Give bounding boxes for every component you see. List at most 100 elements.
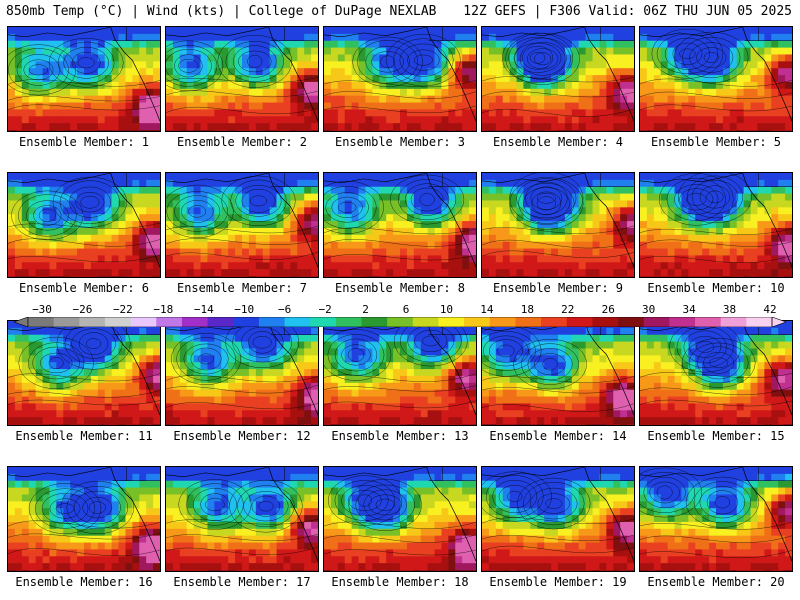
contour-line bbox=[523, 187, 570, 220]
ensemble-panel bbox=[165, 172, 319, 278]
member-caption: Ensemble Member: 3 bbox=[334, 135, 466, 149]
contour-line bbox=[482, 76, 634, 83]
political-border bbox=[270, 27, 318, 41]
contour-line bbox=[514, 37, 571, 80]
contour-line bbox=[492, 479, 538, 514]
contour-line bbox=[258, 500, 274, 512]
colorbar-swatch bbox=[746, 317, 773, 327]
contour-line bbox=[166, 519, 318, 525]
contour-line bbox=[508, 36, 567, 79]
colorbar-swatch bbox=[438, 317, 465, 327]
contour-line bbox=[68, 186, 111, 218]
contour-line bbox=[166, 402, 318, 410]
political-border bbox=[744, 467, 792, 481]
contour-line bbox=[482, 376, 634, 383]
contour-line bbox=[247, 54, 263, 68]
contour-line bbox=[18, 194, 77, 237]
contour-line bbox=[166, 90, 318, 98]
contour-line bbox=[73, 490, 121, 525]
coastline bbox=[268, 173, 318, 268]
contour-line bbox=[324, 91, 476, 99]
contour-line bbox=[482, 239, 634, 249]
contour-line bbox=[71, 51, 101, 74]
contour-line bbox=[32, 346, 80, 380]
colorbar-swatch bbox=[464, 317, 491, 327]
contour-line bbox=[375, 498, 395, 512]
colorbar-tick-label: 14 bbox=[480, 303, 494, 316]
contour-line bbox=[688, 342, 749, 384]
contour-line bbox=[190, 347, 222, 371]
contour-line bbox=[534, 52, 552, 66]
contour-line bbox=[178, 479, 252, 530]
contour-line bbox=[482, 403, 634, 412]
contour-line bbox=[11, 190, 84, 241]
contour-line bbox=[651, 28, 724, 79]
contour-line bbox=[59, 180, 120, 224]
contour-line bbox=[225, 321, 300, 368]
contour-line bbox=[640, 399, 792, 407]
contour-line bbox=[324, 329, 392, 381]
contour-line bbox=[166, 533, 318, 541]
coastline bbox=[268, 467, 318, 562]
contour-line bbox=[80, 195, 100, 209]
contour-line bbox=[8, 548, 160, 557]
member-caption: Ensemble Member: 15 bbox=[647, 429, 785, 443]
coastline bbox=[482, 173, 585, 184]
contour-line bbox=[23, 59, 54, 81]
contour-line bbox=[516, 178, 577, 219]
contour-line bbox=[414, 329, 448, 353]
contour-line bbox=[422, 335, 440, 347]
contour-line bbox=[640, 535, 792, 543]
contour-line bbox=[699, 185, 731, 209]
member-caption: Ensemble Member: 10 bbox=[647, 281, 785, 295]
contour-line bbox=[482, 91, 634, 98]
ensemble-panel bbox=[639, 172, 793, 278]
colorbar-swatch bbox=[515, 317, 542, 327]
contour-line bbox=[78, 332, 109, 355]
contour-line bbox=[640, 78, 792, 87]
contour-line bbox=[171, 332, 242, 385]
contour-line bbox=[52, 176, 128, 228]
contour-line bbox=[60, 480, 135, 535]
contour-line bbox=[166, 48, 212, 83]
map-title: 850mb Temp (°C) | Wind (kts) | College o… bbox=[6, 4, 437, 19]
ensemble-panel bbox=[165, 320, 319, 426]
member-caption: Ensemble Member: 6 bbox=[18, 281, 150, 295]
coastline bbox=[640, 467, 743, 478]
contour-line bbox=[8, 399, 160, 406]
contour-line bbox=[18, 336, 94, 390]
contour-line bbox=[530, 186, 563, 210]
contour-line bbox=[407, 49, 440, 71]
colorbar-swatch bbox=[669, 317, 696, 327]
contour-line bbox=[482, 386, 634, 394]
coastline bbox=[426, 173, 476, 268]
coastline bbox=[166, 467, 269, 478]
coastline bbox=[166, 27, 269, 38]
ensemble-panel bbox=[481, 320, 635, 426]
contour-line bbox=[640, 228, 792, 235]
political-border bbox=[428, 27, 476, 41]
colorbar-tick-label: −30 bbox=[32, 303, 52, 316]
coastline bbox=[426, 467, 476, 562]
contour-line bbox=[703, 352, 735, 374]
coastline bbox=[742, 321, 792, 416]
member-caption: Ensemble Member: 12 bbox=[173, 429, 311, 443]
contour-line bbox=[398, 178, 457, 221]
contour-line bbox=[640, 239, 792, 247]
contour-line bbox=[334, 338, 378, 372]
member-caption: Ensemble Member: 17 bbox=[173, 575, 311, 589]
contour-line bbox=[399, 43, 448, 77]
coastline bbox=[110, 321, 160, 416]
contour-line bbox=[324, 373, 476, 382]
contour-line bbox=[691, 180, 739, 214]
contour-line bbox=[347, 348, 365, 362]
colorbar-swatch bbox=[310, 317, 337, 327]
coastline bbox=[640, 27, 743, 38]
contour-line bbox=[237, 485, 295, 528]
coastline bbox=[268, 27, 318, 122]
ensemble-panel bbox=[323, 26, 477, 132]
colorbar-tick-label: 2 bbox=[362, 303, 369, 316]
contour-line bbox=[640, 386, 792, 396]
temperature-map bbox=[640, 467, 792, 571]
contour-line bbox=[365, 45, 410, 78]
